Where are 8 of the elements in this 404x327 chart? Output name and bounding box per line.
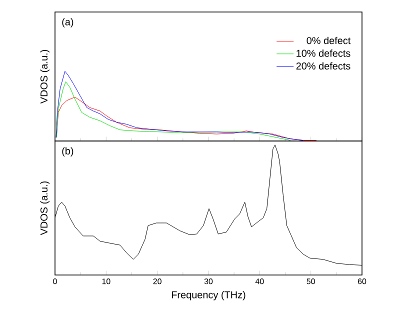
x-axis-title: Frequency (THz) [172,291,246,300]
legend-label: 10% defects [296,50,350,57]
text: (a) [62,18,74,28]
y-axis-title: VDOS (a.u.) [40,50,50,104]
legend-label: 20% defects [296,62,350,70]
annotation: (b) [62,147,74,156]
y-axis-title: VDOS (a.u.) [40,181,50,236]
legend-label: 0% defect [306,36,351,44]
